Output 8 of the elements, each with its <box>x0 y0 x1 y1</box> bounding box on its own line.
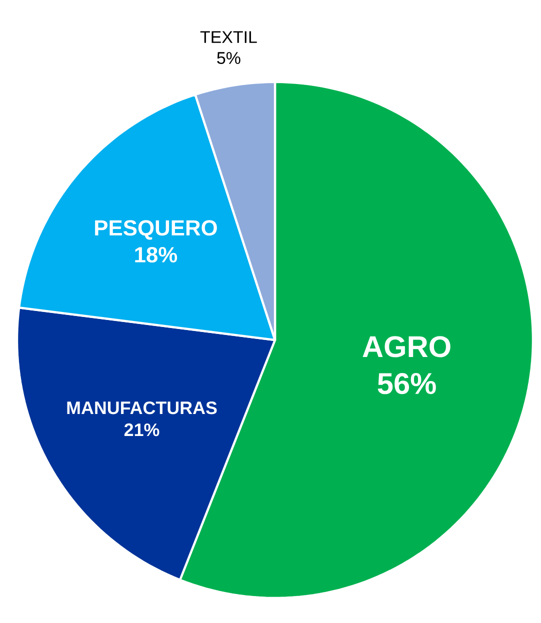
data-label: 5% <box>217 52 240 64</box>
slice-label: PESQUERO <box>95 220 217 240</box>
slice-label: AGRO <box>362 336 450 358</box>
data-label: 21% <box>124 423 160 436</box>
data-label: 56% <box>378 372 436 394</box>
data-label: 18% <box>135 247 178 263</box>
slice-label: TEXTIL <box>200 31 257 43</box>
slice-label: MANUFACTURAS <box>67 401 217 414</box>
